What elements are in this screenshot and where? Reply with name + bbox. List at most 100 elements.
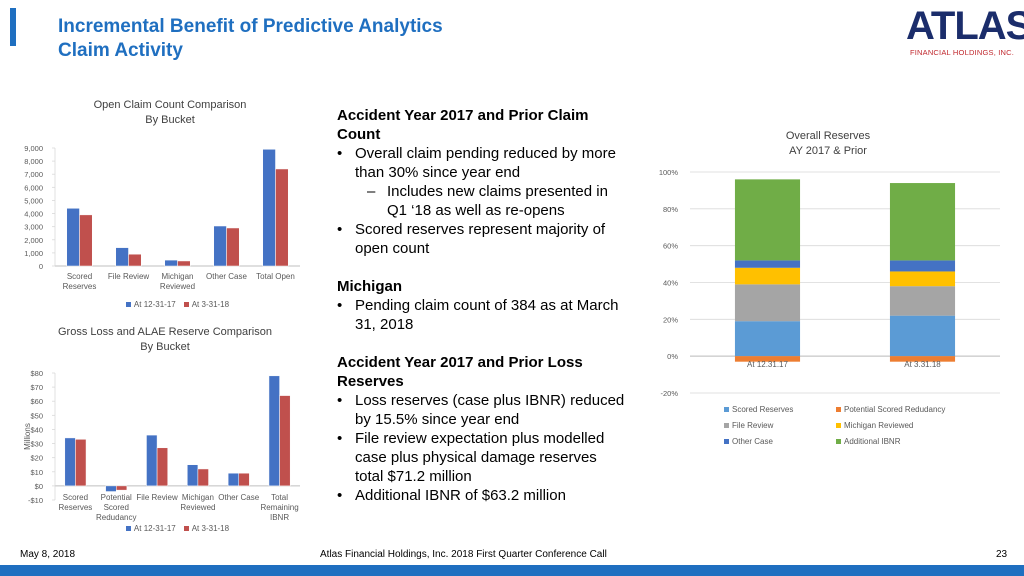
legend-swatch: [183, 526, 189, 532]
x-tick-label: Other Case: [206, 272, 247, 281]
bar: [238, 472, 250, 487]
bullet: Loss reserves (case plus IBNR) reduced b…: [337, 391, 629, 429]
x-tick-label: At 12.31.17: [747, 360, 788, 370]
y-tick-label: $70: [30, 383, 43, 392]
sub-bullet: Includes new claims presented in Q1 ‘18 …: [337, 182, 629, 220]
bar-segment: [734, 284, 801, 322]
bar-segment: [889, 286, 956, 316]
bar: [187, 464, 199, 487]
legend-swatch: [724, 407, 729, 413]
legend-item: Potential Scored Redudancy: [836, 405, 976, 414]
chart-subtitle: AY 2017 & Prior: [789, 145, 867, 157]
bar: [66, 208, 80, 267]
y-tick-label: 8,000: [24, 157, 43, 166]
x-tick-label: Total Remaining IBNR: [260, 492, 299, 522]
bar-segment: [734, 179, 801, 261]
bar-segment: [889, 183, 956, 261]
y-tick-label: $80: [30, 369, 43, 378]
bar: [268, 375, 280, 487]
legend-item: At 12-31-17: [125, 524, 176, 533]
legend-label: Potential Scored Redudancy: [844, 405, 946, 414]
slide-title: Incremental Benefit of Predictive Analyt…: [58, 16, 443, 37]
chart-subtitle: By Bucket: [140, 341, 190, 353]
legend-item: At 12-31-17: [125, 300, 176, 309]
chart-subtitle: By Bucket: [145, 114, 195, 126]
legend-label: At 12-31-17: [133, 524, 176, 533]
x-tick-label: Potential Scored Redudancy: [96, 492, 137, 522]
bar-segment: [889, 356, 956, 362]
section-heading: Michigan: [337, 278, 403, 295]
bar: [105, 485, 117, 492]
section-heading: Accident Year 2017 and Prior Claim Count: [337, 107, 589, 143]
bar-segment: [889, 260, 956, 272]
bar: [213, 225, 227, 267]
bar: [262, 149, 276, 267]
bar: [156, 447, 168, 487]
bar-segment: [889, 271, 956, 287]
y-tick-label: -$10: [28, 496, 43, 505]
bar: [79, 214, 93, 267]
bullet: Overall claim pending reduced by more th…: [337, 144, 629, 182]
legend-swatch: [125, 302, 131, 308]
bar: [275, 168, 289, 267]
legend-item: Scored Reserves: [724, 405, 836, 414]
bullet-list: Pending claim count of 384 as at March 3…: [337, 296, 629, 334]
legend-label: Michigan Reviewed: [844, 421, 914, 430]
legend-label: File Review: [732, 421, 774, 430]
section-heading: Accident Year 2017 and Prior Loss Reserv…: [337, 354, 583, 390]
legend-item: Additional IBNR: [836, 437, 976, 446]
y-tick-label: $60: [30, 397, 43, 406]
logo-subtext: FINANCIAL HOLDINGS, INC.: [909, 48, 1015, 57]
y-tick-label: $20: [30, 454, 43, 463]
legend-item: Other Case: [724, 437, 836, 446]
y-tick-label: 0%: [667, 352, 678, 361]
x-tick-label: Scored Reserves: [62, 272, 97, 291]
y-tick-label: 6,000: [24, 183, 43, 192]
legend-label: At 12-31-17: [133, 300, 176, 309]
y-tick-label: 3,000: [24, 223, 43, 232]
bar: [226, 227, 240, 267]
legend-item: File Review: [724, 421, 836, 430]
x-tick-label: Other Case: [218, 492, 260, 502]
bar-segment: [734, 260, 801, 268]
legend-label: Other Case: [732, 437, 773, 446]
y-tick-label: $40: [30, 425, 43, 434]
chart-title: Gross Loss and ALAE Reserve Comparison: [58, 326, 272, 338]
legend-item: Michigan Reviewed: [836, 421, 976, 430]
y-tick-label: 60%: [663, 242, 678, 251]
logo: ATLAS FINANCIAL HOLDINGS, INC.: [906, 4, 1024, 57]
x-tick-label: Michigan Reviewed: [159, 272, 196, 291]
y-axis-label: Millions: [23, 423, 32, 450]
x-tick-label: Scored Reserves: [58, 492, 93, 512]
bar-segment: [889, 315, 956, 357]
footer-center: Atlas Financial Holdings, Inc. 2018 Firs…: [320, 549, 607, 560]
y-tick-label: 1,000: [24, 249, 43, 258]
y-tick-label: 80%: [663, 205, 678, 214]
y-tick-label: -20%: [660, 389, 678, 398]
legend-swatch: [125, 526, 131, 532]
bar: [75, 439, 87, 487]
text-section: Accident Year 2017 and Prior Claim Count…: [337, 106, 629, 258]
y-tick-label: 5,000: [24, 196, 43, 205]
y-tick-label: 0: [39, 262, 43, 271]
y-tick-label: 4,000: [24, 210, 43, 219]
text-section: Accident Year 2017 and Prior Loss Reserv…: [337, 353, 629, 505]
bullet: File review expectation plus modelled ca…: [337, 429, 629, 486]
legend: At 12-31-17 At 3-31-18: [55, 300, 300, 309]
bar: [115, 247, 129, 267]
bullet: Scored reserves represent majority of op…: [337, 220, 629, 258]
bar-segment: [734, 356, 801, 362]
x-tick-label: File Review: [107, 272, 150, 281]
bar: [279, 395, 291, 487]
footer-bar: [0, 565, 1024, 576]
bullet-list: Loss reserves (case plus IBNR) reduced b…: [337, 391, 629, 505]
bar: [128, 253, 142, 267]
x-tick-label: At 3.31.18: [904, 360, 941, 370]
legend: Scored Reserves Potential Scored Redudanc…: [724, 405, 984, 446]
logo-text: ATLAS: [906, 4, 1024, 48]
footer-page: 23: [996, 549, 1008, 560]
y-tick-label: 100%: [659, 168, 679, 177]
bar: [146, 434, 158, 487]
